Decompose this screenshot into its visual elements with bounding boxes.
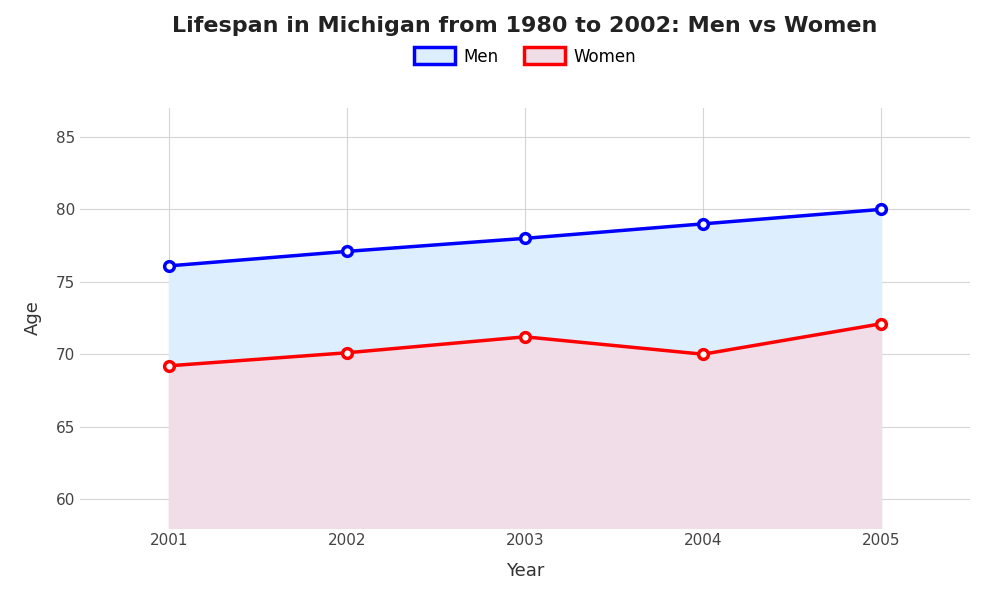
- X-axis label: Year: Year: [506, 562, 544, 580]
- Y-axis label: Age: Age: [24, 301, 42, 335]
- Title: Lifespan in Michigan from 1980 to 2002: Men vs Women: Lifespan in Michigan from 1980 to 2002: …: [172, 16, 878, 35]
- Legend: Men, Women: Men, Women: [407, 41, 643, 72]
